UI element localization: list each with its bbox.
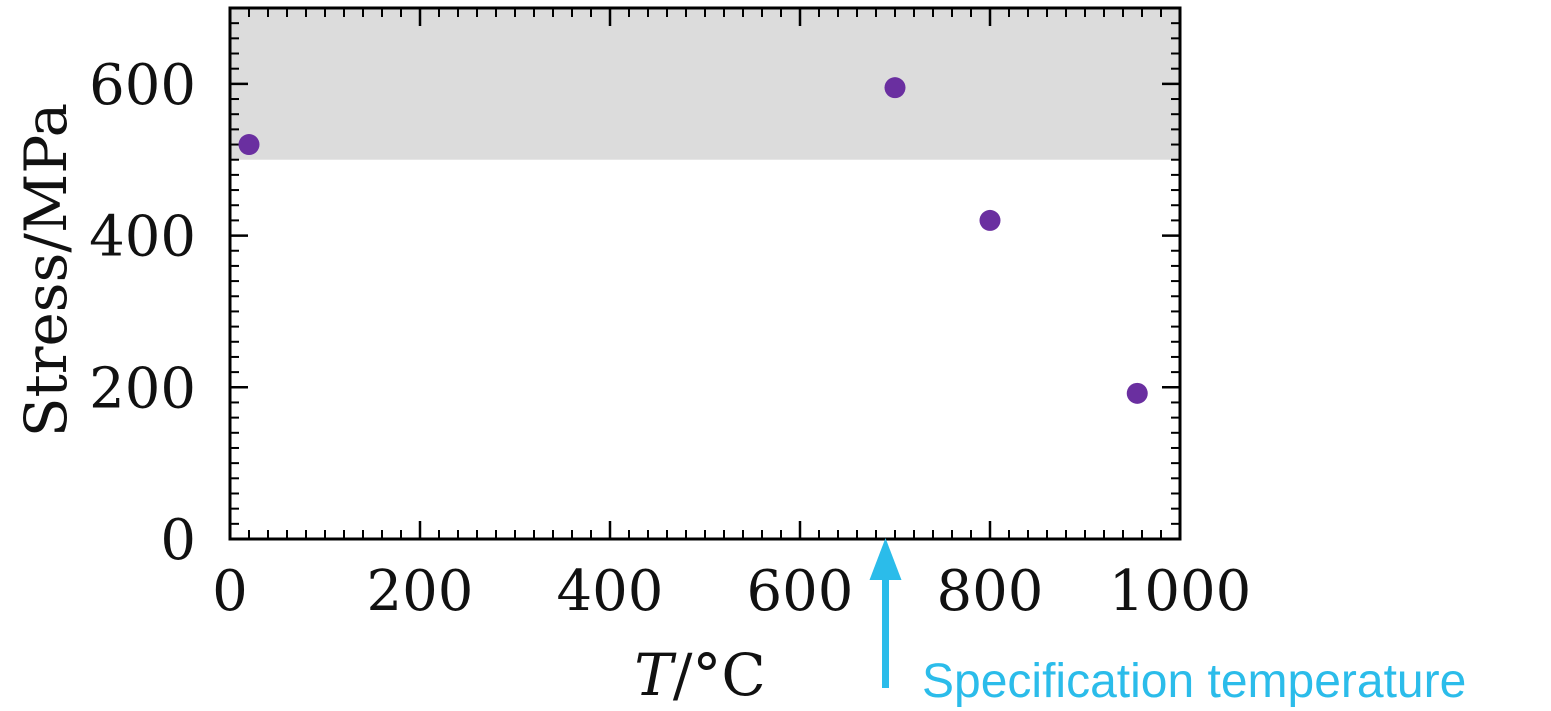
y-tick-label: 0 — [160, 508, 196, 573]
annotation-label: Specification temperature — [922, 655, 1466, 708]
y-axis-title: Stress/MPa — [12, 103, 80, 438]
y-tick-label: 600 — [89, 53, 196, 118]
x-tick-label: 400 — [557, 559, 664, 624]
x-tick-label: 200 — [367, 559, 474, 624]
data-point — [1126, 382, 1148, 404]
data-points — [238, 77, 1148, 404]
x-axis-title-unit: /°C — [673, 641, 766, 709]
y-tick-labels: 0 200 400 600 — [89, 53, 196, 573]
x-tick-labels: 0 200 400 600 800 1000 — [212, 559, 1251, 624]
x-tick-label: 600 — [747, 559, 854, 624]
x-tick-label: 800 — [937, 559, 1044, 624]
y-tick-label: 400 — [89, 205, 196, 270]
y-tick-label: 200 — [89, 356, 196, 421]
specification-annotation: Specification temperature — [869, 538, 1466, 708]
x-tick-label: 1000 — [1109, 559, 1252, 624]
data-point — [979, 209, 1001, 231]
shaded-band — [230, 8, 1180, 160]
data-point — [238, 134, 260, 156]
x-axis-title-symbol: T — [634, 641, 677, 709]
plot-frame — [228, 6, 1182, 541]
x-axis-title: T/°C — [634, 641, 766, 709]
x-tick-label: 0 — [212, 559, 248, 624]
annotation-arrow-head-icon — [869, 538, 902, 580]
data-point — [884, 77, 906, 99]
